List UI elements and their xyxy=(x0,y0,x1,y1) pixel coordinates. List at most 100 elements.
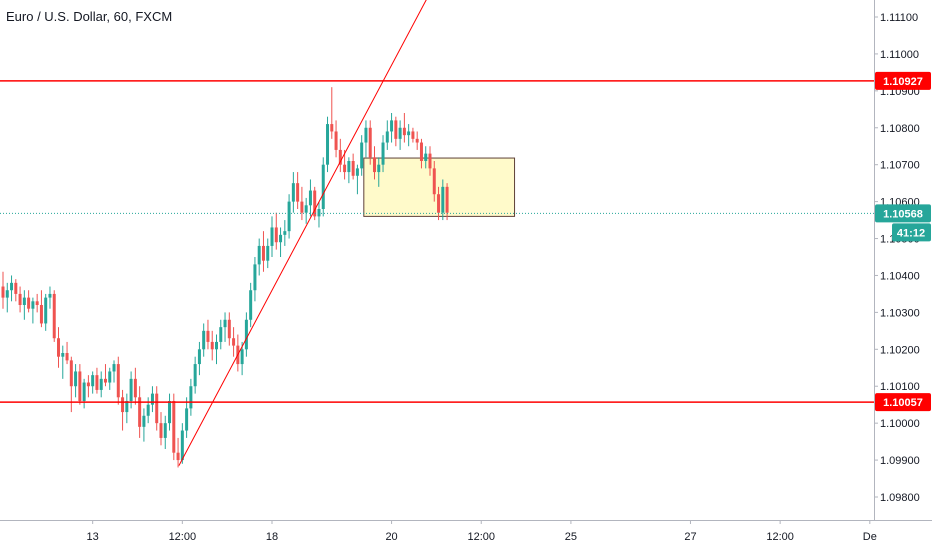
candle-body xyxy=(22,297,26,305)
candle-body xyxy=(441,186,445,213)
candle-body xyxy=(95,375,99,390)
candle-body xyxy=(266,245,270,261)
level-price-label: 1.10927 xyxy=(883,76,923,88)
candle-body xyxy=(219,327,223,342)
candle-body xyxy=(91,375,95,387)
candle-body xyxy=(321,164,325,209)
candle-body xyxy=(112,364,116,372)
candle-body xyxy=(86,382,90,387)
candle-body xyxy=(202,330,206,350)
candle-body xyxy=(274,227,278,243)
candle-body xyxy=(197,349,201,365)
candle-body xyxy=(65,353,69,361)
candle-body xyxy=(185,408,189,431)
candle-body xyxy=(35,301,39,305)
candle-body xyxy=(437,194,441,213)
candle-body xyxy=(210,341,214,350)
candle-body xyxy=(390,120,394,132)
x-tick-label: 12:00 xyxy=(467,531,495,543)
candle-body xyxy=(108,371,112,383)
candle-body xyxy=(398,127,402,139)
candle-body xyxy=(61,353,65,357)
candle-body xyxy=(155,393,159,424)
candle-body xyxy=(445,186,449,213)
current-price-badge xyxy=(875,204,931,223)
candle-body xyxy=(10,282,14,291)
candle-body xyxy=(249,290,253,320)
candle-body xyxy=(180,430,184,461)
y-tick-label: 1.09800 xyxy=(880,492,920,504)
candle-body xyxy=(103,378,107,383)
y-tick-label: 1.10000 xyxy=(880,418,920,430)
candle-body xyxy=(360,142,364,169)
candle-body xyxy=(232,338,236,346)
candle-body xyxy=(304,205,308,213)
candle-body xyxy=(78,371,82,401)
x-tick-label: 20 xyxy=(385,531,397,543)
candle-body xyxy=(261,245,265,261)
x-tick-label: De xyxy=(863,531,877,543)
candle-body xyxy=(206,330,210,342)
x-tick-label: 13 xyxy=(87,531,99,543)
y-tick-label: 1.09900 xyxy=(880,455,920,467)
candle-body xyxy=(14,282,18,294)
candle-body xyxy=(432,168,436,195)
countdown-label: 41:12 xyxy=(897,227,925,239)
candle-body xyxy=(44,297,48,324)
candle-body xyxy=(419,142,423,161)
candle-body xyxy=(257,245,261,265)
candle-body xyxy=(368,127,372,158)
candle-body xyxy=(372,157,376,173)
candle-body xyxy=(57,338,61,357)
trendline xyxy=(178,0,427,466)
x-tick-label: 27 xyxy=(684,531,696,543)
candle-body xyxy=(176,452,180,461)
candle-body xyxy=(74,371,78,387)
candle-body xyxy=(296,183,300,202)
candle-body xyxy=(193,364,197,387)
candle-body xyxy=(31,301,35,309)
candle-body xyxy=(308,190,312,206)
candle-body xyxy=(347,161,351,173)
candle-body xyxy=(116,364,120,398)
chart-title: Euro / U.S. Dollar, 60, FXCM xyxy=(6,9,173,24)
candle-body xyxy=(415,138,419,143)
candle-body xyxy=(27,297,31,309)
candle-body xyxy=(172,401,176,453)
candle-body xyxy=(48,293,52,298)
candle-body xyxy=(377,164,381,173)
x-tick-label: 25 xyxy=(565,531,577,543)
y-tick-label: 1.10800 xyxy=(880,123,920,135)
candle-body xyxy=(317,209,321,217)
candle-body xyxy=(343,164,347,173)
candle-body xyxy=(402,127,406,136)
candle-body xyxy=(330,124,334,132)
candle-body xyxy=(287,201,291,232)
candle-body xyxy=(428,153,432,169)
countdown-badge xyxy=(892,223,931,242)
candle-body xyxy=(82,382,86,401)
candle-body xyxy=(189,386,193,409)
candle-body xyxy=(240,349,244,365)
candle-body xyxy=(407,131,411,136)
x-tick-label: 12:00 xyxy=(766,531,794,543)
candle-body xyxy=(326,124,330,165)
candle-body xyxy=(215,341,218,350)
candle-body xyxy=(244,319,248,350)
candle-body xyxy=(18,293,22,305)
x-tick-label: 12:00 xyxy=(169,531,197,543)
candle-body xyxy=(338,149,342,165)
candle-body xyxy=(334,131,338,150)
candle-body xyxy=(381,142,385,165)
candle-body xyxy=(159,423,163,438)
candle-body xyxy=(227,319,231,339)
candle-body xyxy=(351,161,355,176)
candle-body xyxy=(223,319,227,328)
candle-body xyxy=(39,305,43,324)
candle-body xyxy=(146,404,150,416)
y-tick-label: 1.10300 xyxy=(880,307,920,319)
level-price-badge xyxy=(875,71,931,90)
x-tick-label: 18 xyxy=(266,531,278,543)
candle-body xyxy=(283,231,287,235)
